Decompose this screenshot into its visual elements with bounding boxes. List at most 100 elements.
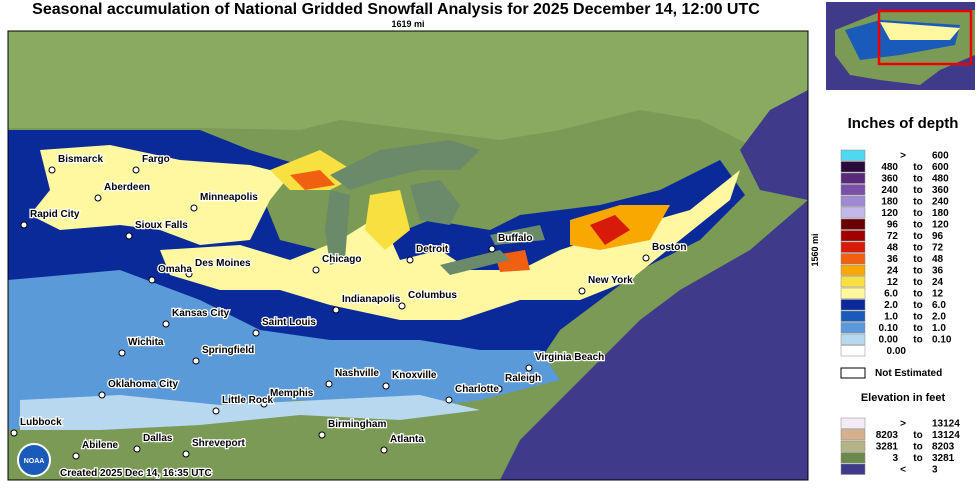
legend-to: to <box>913 335 922 346</box>
legend-swatch <box>840 310 866 322</box>
legend-swatch <box>840 207 866 219</box>
city-marker <box>260 400 268 408</box>
city-marker <box>48 166 56 174</box>
city-marker <box>148 276 156 284</box>
legend-low: 3 <box>892 453 898 464</box>
legend-swatch <box>840 463 866 475</box>
city-marker <box>406 256 414 264</box>
city-marker <box>252 329 260 337</box>
legend-swatch <box>840 149 866 161</box>
legend-low: 120 <box>881 208 898 219</box>
city-label: Minneapolis <box>200 192 258 203</box>
legend-high: 180 <box>932 208 949 219</box>
city-marker <box>98 391 106 399</box>
legend-to: to <box>913 453 922 464</box>
city-marker <box>162 320 170 328</box>
legend-swatch <box>840 218 866 230</box>
city-label: Bismarck <box>58 154 103 165</box>
legend-to: to <box>913 243 922 254</box>
inset-map <box>826 2 975 90</box>
title: Seasonal accumulation of National Gridde… <box>32 1 760 18</box>
city-label: Virginia Beach <box>535 352 604 363</box>
legend-title: Inches of depth <box>848 115 959 132</box>
city-marker <box>325 380 333 388</box>
legend-to: to <box>913 162 922 173</box>
legend-to: to <box>913 277 922 288</box>
legend-swatch <box>840 333 866 345</box>
city-label: Birmingham <box>328 419 386 430</box>
legend-low: 480 <box>881 162 898 173</box>
city-label: Columbus <box>408 290 457 301</box>
city-label: Omaha <box>158 264 192 275</box>
city-label: Atlanta <box>390 434 424 445</box>
legend-swatch <box>840 322 866 334</box>
legend-to: to <box>913 323 922 334</box>
legend-swatch <box>840 253 866 265</box>
legend-low: 0.00 <box>887 346 907 357</box>
city-marker <box>190 204 198 212</box>
city-marker <box>380 446 388 454</box>
city-label: Indianapolis <box>342 294 401 305</box>
legend-low: 180 <box>881 197 898 208</box>
legend-low: 36 <box>887 254 899 265</box>
city-label: Little Rock <box>222 395 274 406</box>
legend-swatch <box>840 452 866 464</box>
city-label: Boston <box>652 242 686 253</box>
legend-high: 120 <box>932 220 949 231</box>
city-label: Saint Louis <box>262 317 316 328</box>
legend: Inches of depth Not Estimated Elevation … <box>840 115 960 476</box>
not-estimated-swatch <box>840 367 866 379</box>
legend-low: > <box>900 419 906 430</box>
legend-swatch <box>840 184 866 196</box>
city-label: Oklahoma City <box>108 379 178 390</box>
legend-high: 24 <box>932 277 944 288</box>
city-label: Kansas City <box>172 308 230 319</box>
legend-to: to <box>913 197 922 208</box>
city-label: Raleigh <box>505 373 541 384</box>
city-marker <box>398 302 406 310</box>
city-marker <box>185 270 193 278</box>
city-label: Springfield <box>202 345 254 356</box>
legend-swatch <box>840 417 866 429</box>
legend-high: 2.0 <box>932 312 946 323</box>
legend-to: to <box>913 300 922 311</box>
legend-high: 6.0 <box>932 300 946 311</box>
legend-low: 96 <box>887 220 899 231</box>
city-marker <box>192 357 200 365</box>
legend-to: to <box>913 220 922 231</box>
city-marker <box>132 166 140 174</box>
city-label: Wichita <box>128 337 164 348</box>
legend-low: > <box>900 151 906 162</box>
noaa-logo-text: NOAA <box>24 458 45 465</box>
legend-swatch <box>840 172 866 184</box>
city-label: Abilene <box>82 440 119 451</box>
legend-low: 1.0 <box>884 312 898 323</box>
legend-high: 8203 <box>932 442 955 453</box>
legend-high: 13124 <box>932 419 960 430</box>
city-marker <box>72 452 80 460</box>
legend-high: 12 <box>932 289 944 300</box>
city-marker <box>212 407 220 415</box>
legend-high: 3 <box>932 465 938 476</box>
legend-high: 0.10 <box>932 335 952 346</box>
legend-low: 8203 <box>876 430 899 441</box>
city-label: Memphis <box>270 388 314 399</box>
city-marker <box>10 429 18 437</box>
city-label: Charlotte <box>455 384 499 395</box>
legend-swatch <box>840 161 866 173</box>
legend-low: < <box>900 465 906 476</box>
legend-swatch <box>840 345 866 357</box>
legend-high: 3281 <box>932 453 955 464</box>
city-marker <box>182 450 190 458</box>
city-marker <box>312 266 320 274</box>
legend-low: 0.10 <box>879 323 899 334</box>
legend-swatch <box>840 299 866 311</box>
legend-high: 1.0 <box>932 323 946 334</box>
legend-to: to <box>913 254 922 265</box>
city-marker <box>382 382 390 390</box>
city-marker <box>125 232 133 240</box>
legend-to: to <box>913 231 922 242</box>
legend-low: 360 <box>881 174 898 185</box>
city-marker <box>94 194 102 202</box>
elevation-title: Elevation in feet <box>861 392 946 404</box>
